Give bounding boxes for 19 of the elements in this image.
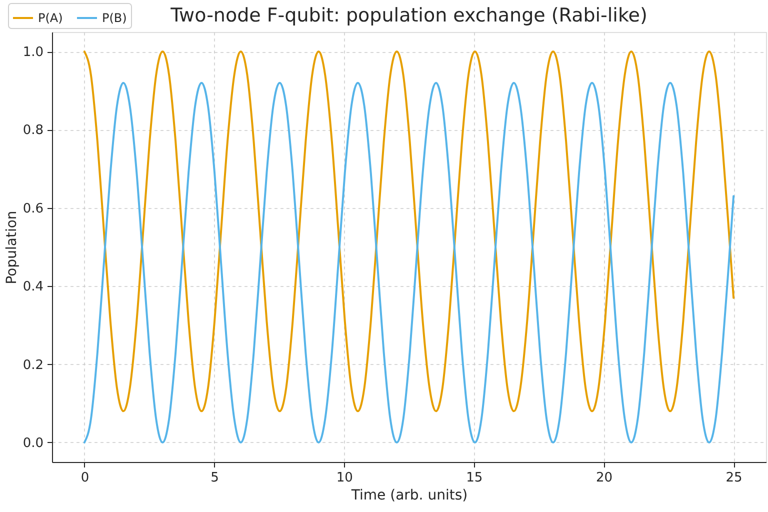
x-tick-label: 5 <box>210 470 219 486</box>
y-tick-label: 1.0 <box>22 45 44 60</box>
y-tick-label: 0.4 <box>22 280 44 295</box>
x-axis-title: Time (arb. units) <box>350 488 468 504</box>
x-tick-label: 25 <box>726 470 742 486</box>
legend-label: P(A) <box>38 11 63 25</box>
y-tick-label: 0.6 <box>22 201 44 216</box>
x-tick-label: 20 <box>596 470 612 486</box>
x-tick-label: 10 <box>336 470 353 486</box>
chart-title: Two-node F-qubit: population exchange (Rabi-like) <box>170 4 648 26</box>
x-tick-label: 15 <box>466 470 483 486</box>
y-tick-label: 0.2 <box>22 358 44 373</box>
x-tick-label: 0 <box>80 470 90 486</box>
line-series <box>83 50 735 412</box>
y-tick-label: 0.0 <box>22 436 44 451</box>
legend-label: P(B) <box>102 11 127 25</box>
y-tick-label: 0.8 <box>22 123 44 138</box>
y-axis-title: Population <box>4 210 20 284</box>
line-series <box>83 82 735 444</box>
